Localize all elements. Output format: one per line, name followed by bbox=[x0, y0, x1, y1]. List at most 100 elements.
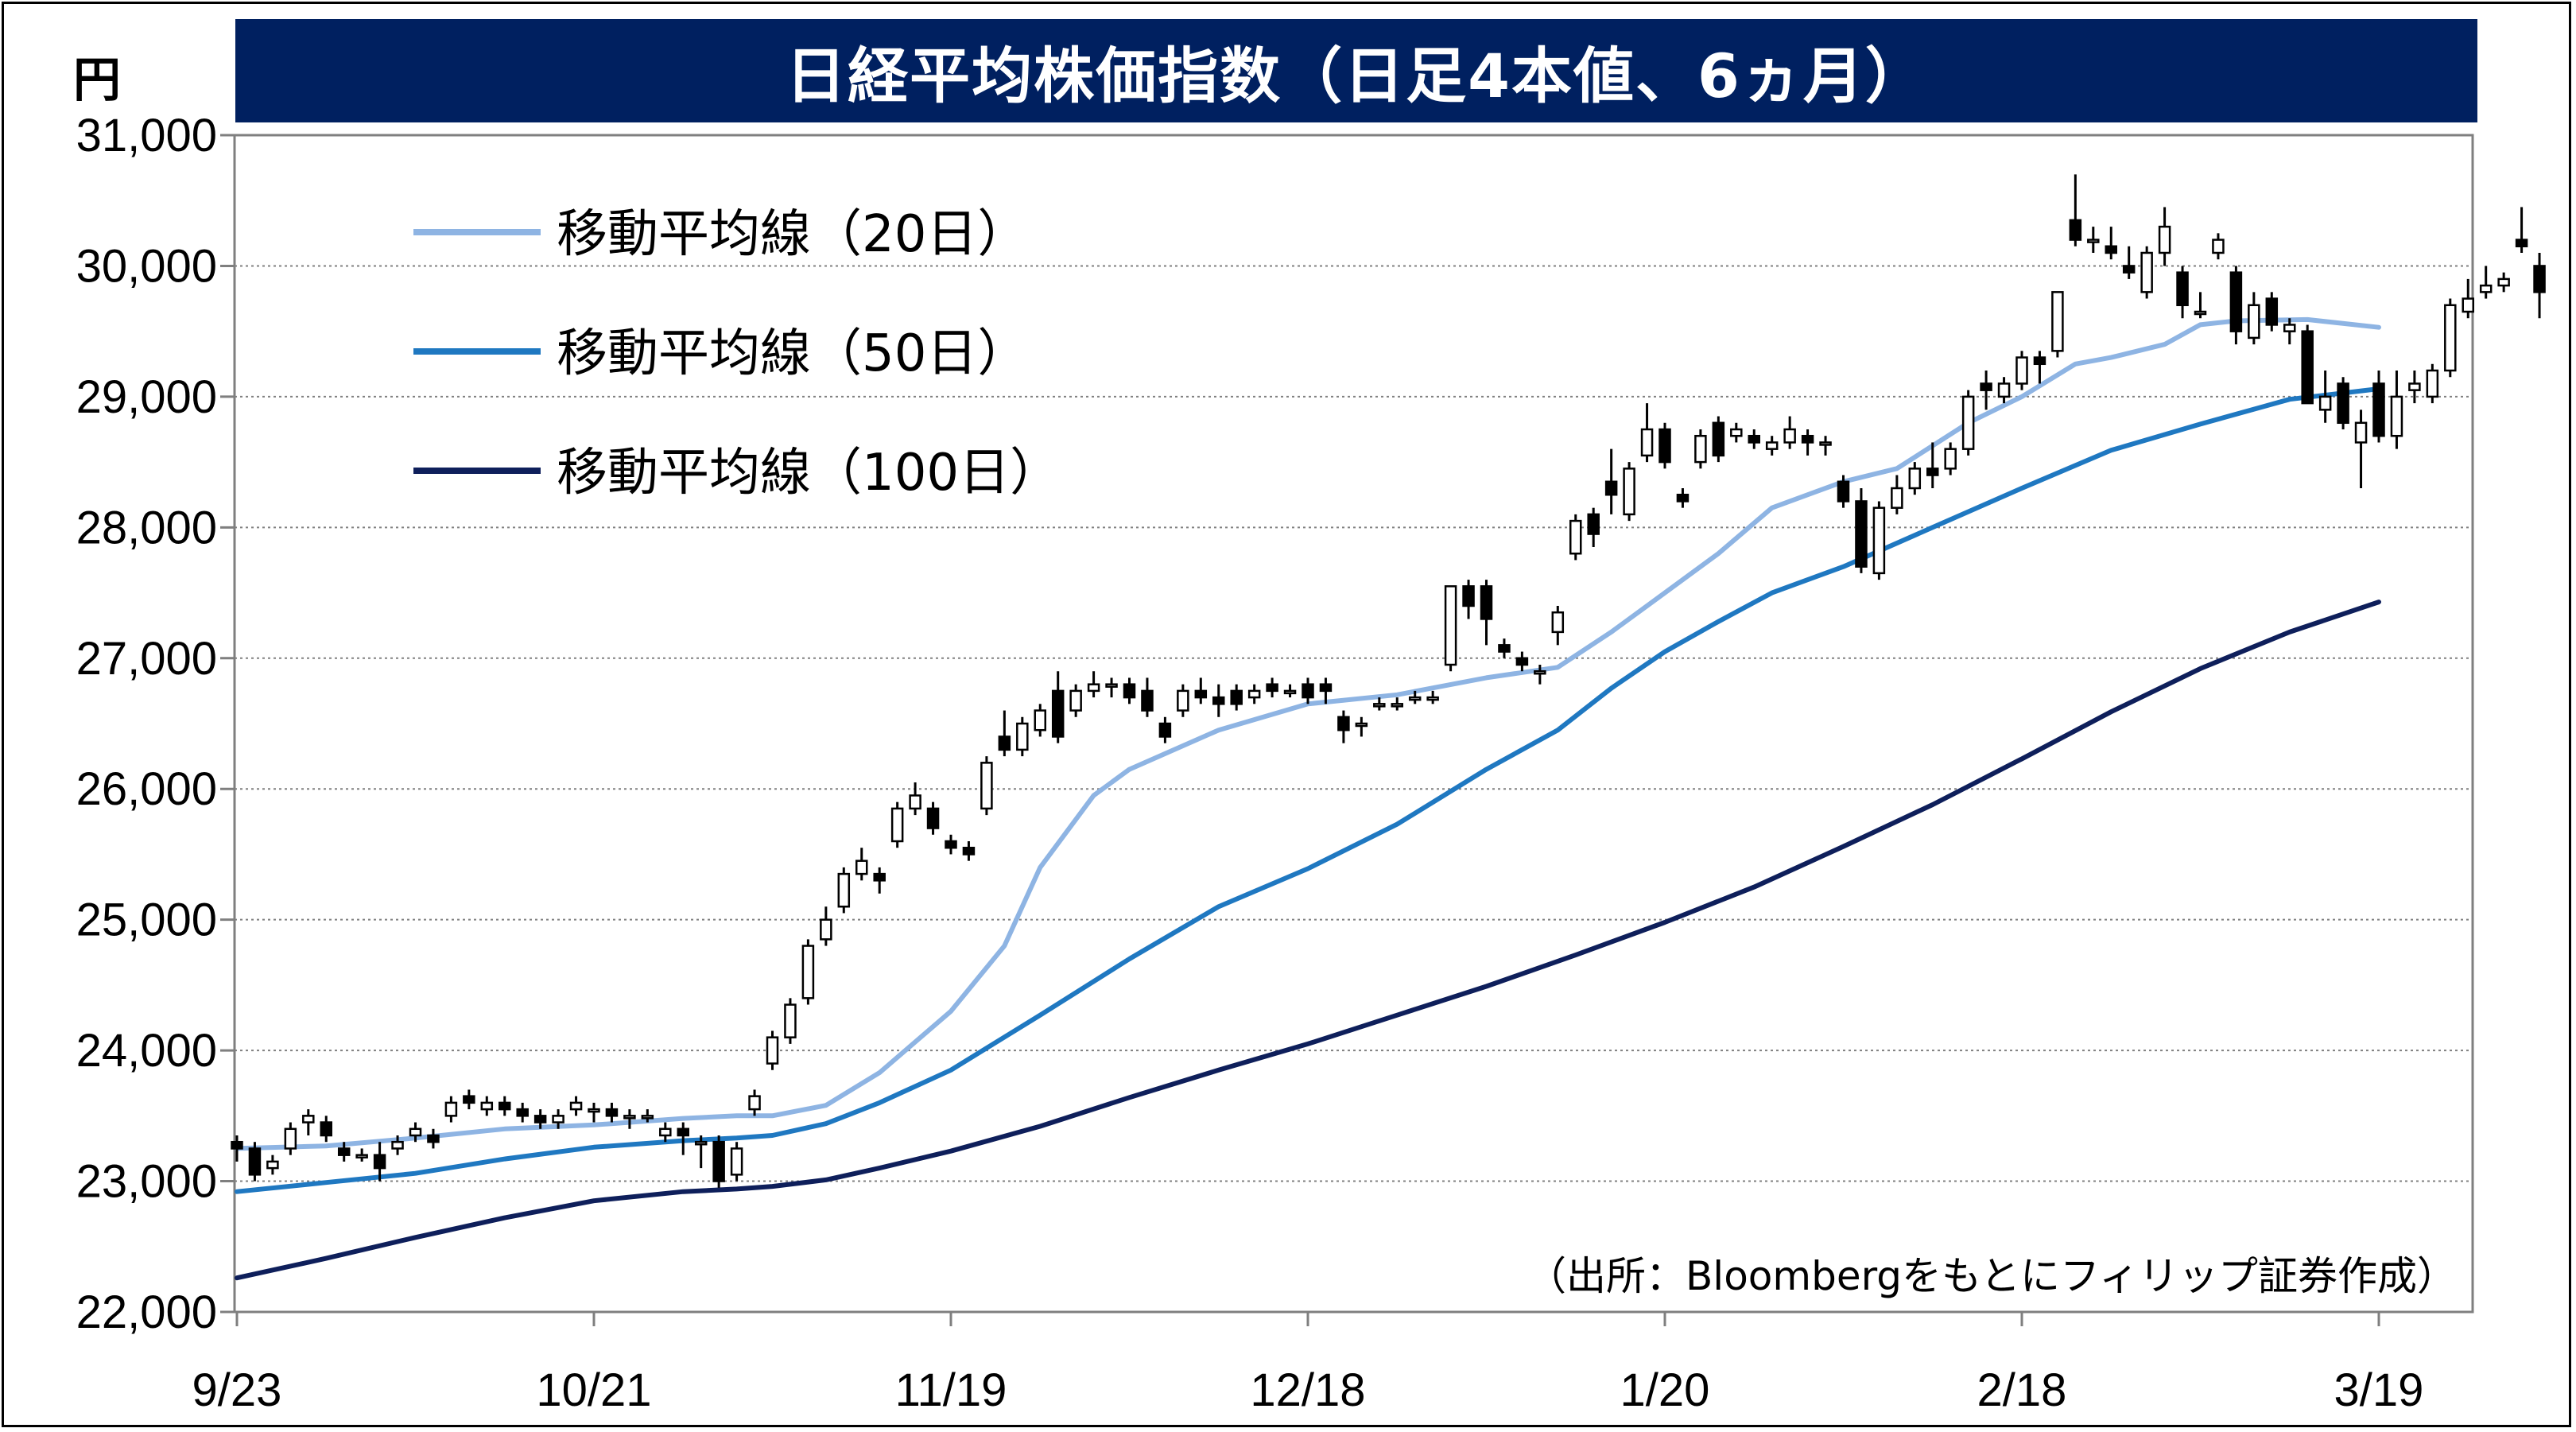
candle bbox=[1801, 429, 1814, 456]
candle-body bbox=[605, 1108, 619, 1117]
candle bbox=[980, 756, 993, 816]
series-line-ma50 bbox=[235, 386, 2381, 1194]
candle bbox=[444, 1096, 458, 1123]
candle bbox=[1997, 377, 2011, 404]
candle-body bbox=[837, 872, 851, 908]
candle bbox=[2533, 253, 2546, 319]
candle-body bbox=[266, 1160, 279, 1170]
candle bbox=[302, 1109, 315, 1135]
candle-body bbox=[1177, 689, 1189, 712]
candle-body bbox=[391, 1140, 404, 1150]
candle-body bbox=[1087, 683, 1100, 693]
candle-body bbox=[2033, 356, 2046, 366]
candle bbox=[1837, 475, 1850, 508]
candle-body bbox=[1944, 448, 1957, 470]
candle bbox=[2354, 409, 2368, 488]
candle bbox=[480, 1096, 494, 1116]
candle bbox=[2497, 272, 2510, 293]
candle-body bbox=[444, 1101, 458, 1117]
candle-body bbox=[641, 1115, 654, 1120]
candle bbox=[1765, 436, 1779, 456]
candle bbox=[391, 1135, 404, 1155]
candle-body bbox=[1230, 689, 1243, 705]
candle bbox=[2015, 351, 2028, 390]
candle bbox=[1105, 677, 1118, 698]
candle-body bbox=[2462, 297, 2474, 313]
candle bbox=[1480, 580, 1493, 646]
candle-body bbox=[2283, 324, 2296, 332]
candle-body bbox=[1908, 468, 1922, 490]
candle-body bbox=[1194, 689, 1208, 699]
candle bbox=[373, 1142, 386, 1182]
candle-body bbox=[337, 1147, 351, 1156]
y-axis: 22,000 23,000 24,000 25,000 26,000 27,000 28,0… bbox=[76, 110, 235, 1338]
candle-body bbox=[2408, 382, 2421, 391]
candle-body bbox=[1551, 611, 1565, 634]
candle-body bbox=[1712, 421, 1725, 457]
x-tick-label: 9/23 bbox=[192, 1364, 282, 1416]
candle bbox=[1408, 690, 1422, 704]
candle bbox=[231, 1135, 243, 1162]
candle bbox=[1283, 684, 1297, 698]
candle bbox=[1569, 514, 1582, 561]
candle bbox=[355, 1148, 368, 1162]
x-tick-label: 2/18 bbox=[1977, 1364, 2067, 1416]
candle-body bbox=[1961, 395, 1975, 450]
y-tick-label: 23,000 bbox=[76, 1156, 217, 1208]
candle bbox=[1319, 677, 1333, 704]
candle-body bbox=[1480, 585, 1493, 620]
candle-body bbox=[1355, 722, 1368, 728]
candle bbox=[1855, 488, 1868, 573]
candle-body bbox=[1408, 696, 1422, 701]
candle-body bbox=[2069, 219, 2082, 241]
candle-body bbox=[801, 945, 815, 999]
candle-body bbox=[1266, 683, 1278, 693]
candle bbox=[2390, 371, 2403, 449]
candle-body bbox=[2444, 304, 2457, 372]
candle bbox=[266, 1155, 279, 1175]
candle bbox=[712, 1135, 725, 1188]
legend-label: 移動平均線（20日） bbox=[557, 205, 1028, 264]
y-tick-label: 31,000 bbox=[76, 110, 217, 161]
y-tick-label: 24,000 bbox=[76, 1025, 217, 1077]
candle-body bbox=[231, 1140, 243, 1150]
legend-label: 移動平均線（100日） bbox=[557, 444, 1061, 503]
candle-body bbox=[1016, 722, 1029, 751]
candle-body bbox=[1462, 585, 1475, 607]
x-tick-label: 1/20 bbox=[1620, 1364, 1710, 1416]
candle bbox=[1623, 462, 1635, 522]
candle bbox=[2337, 377, 2349, 429]
candle-body bbox=[2212, 239, 2225, 254]
candle bbox=[766, 1030, 779, 1070]
candle bbox=[605, 1102, 619, 1123]
candle bbox=[2301, 324, 2314, 405]
candle-body bbox=[1891, 487, 1903, 509]
candle bbox=[1177, 684, 1189, 717]
candle-body bbox=[962, 846, 976, 856]
candle bbox=[1087, 671, 1100, 698]
candle-body bbox=[1158, 722, 1172, 738]
candle bbox=[2372, 371, 2385, 443]
candle bbox=[1498, 638, 1511, 658]
candle-body bbox=[1587, 513, 1600, 535]
y-tick-label: 27,000 bbox=[76, 633, 217, 685]
candle-body bbox=[1302, 683, 1314, 699]
x-axis: 9/23 10/21 11/19 12/18 1/20 2/18 3/19 bbox=[192, 1312, 2423, 1416]
candle bbox=[694, 1135, 708, 1169]
candle bbox=[2140, 246, 2153, 299]
candle bbox=[552, 1109, 564, 1129]
candle bbox=[1694, 429, 1707, 469]
candle bbox=[1462, 580, 1475, 619]
candle-body bbox=[2051, 291, 2064, 352]
candle-body bbox=[2533, 265, 2546, 293]
plot-area-border bbox=[233, 134, 2474, 1314]
candle bbox=[1034, 704, 1046, 737]
candle-body bbox=[1319, 683, 1333, 693]
candle bbox=[2105, 227, 2117, 260]
chart-title: 日経平均株価指数（日足4本値、6ヵ月） bbox=[786, 41, 1927, 111]
candle bbox=[2479, 266, 2493, 299]
candle bbox=[2462, 278, 2474, 319]
candle-body bbox=[1034, 709, 1046, 732]
candle bbox=[1355, 716, 1368, 737]
candle-body bbox=[409, 1127, 422, 1137]
